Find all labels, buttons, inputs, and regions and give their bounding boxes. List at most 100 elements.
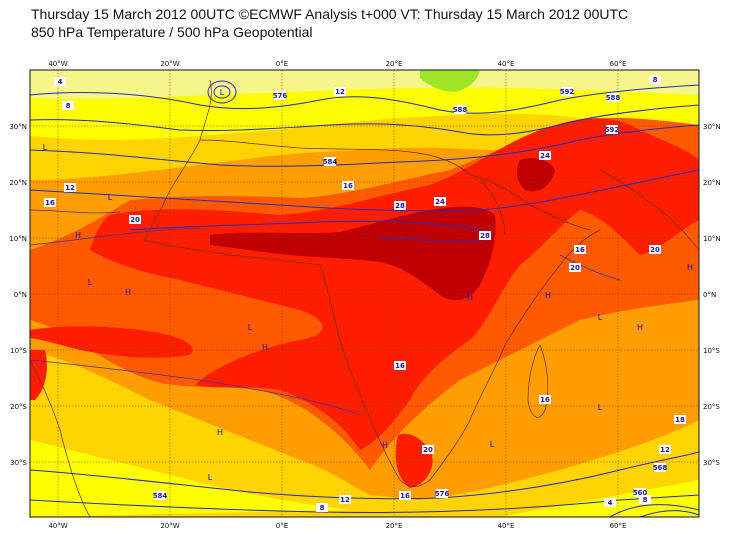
geopotential-isolines xyxy=(30,80,699,517)
latitude-label: 0°N xyxy=(703,291,716,299)
contour-label-bg xyxy=(64,183,76,192)
pressure-center-label: H xyxy=(75,231,81,240)
contour-label: 16 xyxy=(575,246,585,254)
contour-label: 28 xyxy=(395,202,405,210)
contour-label: 20 xyxy=(650,246,660,254)
contour-label-bg xyxy=(434,197,446,206)
contour-label-bg xyxy=(569,263,581,272)
longitude-labels-bottom: 40°W 20°W 0°E 20°E 40°E 60°E xyxy=(48,522,626,530)
contour-label: 16 xyxy=(540,396,550,404)
latitude-label: 10°N xyxy=(703,235,721,243)
pressure-center-label: H xyxy=(262,343,268,352)
contour-label-bg xyxy=(654,463,666,472)
pressure-center-label: H xyxy=(637,323,643,332)
contour-label-bg xyxy=(539,151,551,160)
contour-label: 560 xyxy=(633,489,648,497)
contour-label-bg xyxy=(342,181,354,190)
pressure-center-label: L xyxy=(88,278,93,287)
latitude-label: 20°N xyxy=(9,179,27,187)
contour-label: 20 xyxy=(130,216,140,224)
contour-label-bg xyxy=(649,245,661,254)
contour-label-bg xyxy=(436,489,448,498)
contour-label: 8 xyxy=(643,496,648,504)
longitude-label: 20°W xyxy=(160,522,179,530)
pressure-center-label: L xyxy=(598,403,603,412)
longitude-label: 40°E xyxy=(498,522,515,530)
latitude-label: 10°N xyxy=(9,235,27,243)
longitude-label: 0°E xyxy=(276,60,288,68)
contour-label-bg xyxy=(154,491,166,500)
latitude-label: 10°S xyxy=(10,347,27,355)
latitude-label: 30°S xyxy=(703,459,720,467)
latitude-label: 30°N xyxy=(9,123,27,131)
field-24-28-west xyxy=(30,326,193,358)
contour-label-bg xyxy=(574,245,586,254)
longitude-label: 0°E xyxy=(276,522,288,530)
field-28-32-arabia xyxy=(516,158,555,192)
contour-label: 592 xyxy=(605,126,620,134)
contour-label-bg xyxy=(394,201,406,210)
contour-label: 4 xyxy=(58,78,63,86)
contour-label: 576 xyxy=(435,490,450,498)
contour-label: 8 xyxy=(320,504,325,512)
field-lt8 xyxy=(30,70,699,99)
contour-label-bg xyxy=(394,361,406,370)
field-green-cold xyxy=(420,70,480,92)
contour-label-bg xyxy=(561,87,573,96)
temperature-isolines xyxy=(30,209,621,416)
longitude-label: 40°E xyxy=(498,60,515,68)
contour-label-bg xyxy=(479,231,491,240)
contour-label-bg xyxy=(454,105,466,114)
arabia-coast xyxy=(469,174,591,231)
longitude-label: 40°W xyxy=(48,522,67,530)
africa-coast xyxy=(144,79,601,488)
contour-label: 584 xyxy=(153,492,168,500)
contour-label: 16 xyxy=(45,199,55,207)
field-8-12-south xyxy=(30,440,699,517)
contour-label: 8 xyxy=(66,102,71,110)
latitude-label: 20°S xyxy=(10,403,27,411)
contour-label-bg xyxy=(339,495,351,504)
longitude-label: 20°W xyxy=(160,60,179,68)
contour-label-bg xyxy=(62,101,74,110)
pressure-centers: L L L L L L H H H H H H L L L H H H xyxy=(43,88,693,482)
contour-label: 588 xyxy=(606,94,621,102)
contour-label: 4 xyxy=(608,499,613,507)
red-sea-coast xyxy=(479,179,506,236)
contour-label-bg xyxy=(274,91,286,100)
south-america-coast xyxy=(30,359,91,517)
contour-label-bg xyxy=(659,445,671,454)
contour-label: 588 xyxy=(453,106,468,114)
contour-label: 592 xyxy=(560,88,575,96)
contour-label-bg xyxy=(44,198,56,207)
latitude-labels-right: 30°N 20°N 10°N 0°N 10°S 20°S 30°S xyxy=(703,123,721,467)
contour-label: 12 xyxy=(340,496,350,504)
pressure-center-label: L xyxy=(220,88,225,97)
contour-label-bg xyxy=(334,87,346,96)
pressure-center-label: L xyxy=(490,440,495,449)
contour-label: 28 xyxy=(480,232,490,240)
contour-label-bg xyxy=(316,503,328,512)
pressure-center-label: L xyxy=(598,313,603,322)
contour-label-bg xyxy=(54,77,66,86)
latitude-label: 30°N xyxy=(703,123,721,131)
contour-label-bg xyxy=(539,395,551,404)
contour-label-bg xyxy=(634,488,646,497)
pressure-center-label: L xyxy=(108,193,113,202)
contour-label: 8 xyxy=(653,76,658,84)
longitude-label: 20°E xyxy=(386,522,403,530)
field-12-16-south xyxy=(30,350,699,517)
contour-label: 24 xyxy=(435,198,445,206)
contour-label-bg xyxy=(324,157,336,166)
contour-labels: 4 8 8 12 16 16 20 20 24 24 28 28 16 20 16 12 12 8 8 4 16 18 20… xyxy=(44,75,686,512)
latitude-labels-left: 30°N 20°N 10°N 0°N 10°S 20°S 30°S xyxy=(9,123,27,467)
pressure-center-label: H xyxy=(467,293,473,302)
mediterranean-coast xyxy=(199,139,471,176)
pressure-center-label: H xyxy=(545,291,551,300)
longitude-label: 60°E xyxy=(610,60,627,68)
madagascar-coast xyxy=(527,344,549,418)
pressure-center-label: L xyxy=(43,143,48,152)
india-coast xyxy=(599,169,699,251)
contour-label-bg xyxy=(674,415,686,424)
